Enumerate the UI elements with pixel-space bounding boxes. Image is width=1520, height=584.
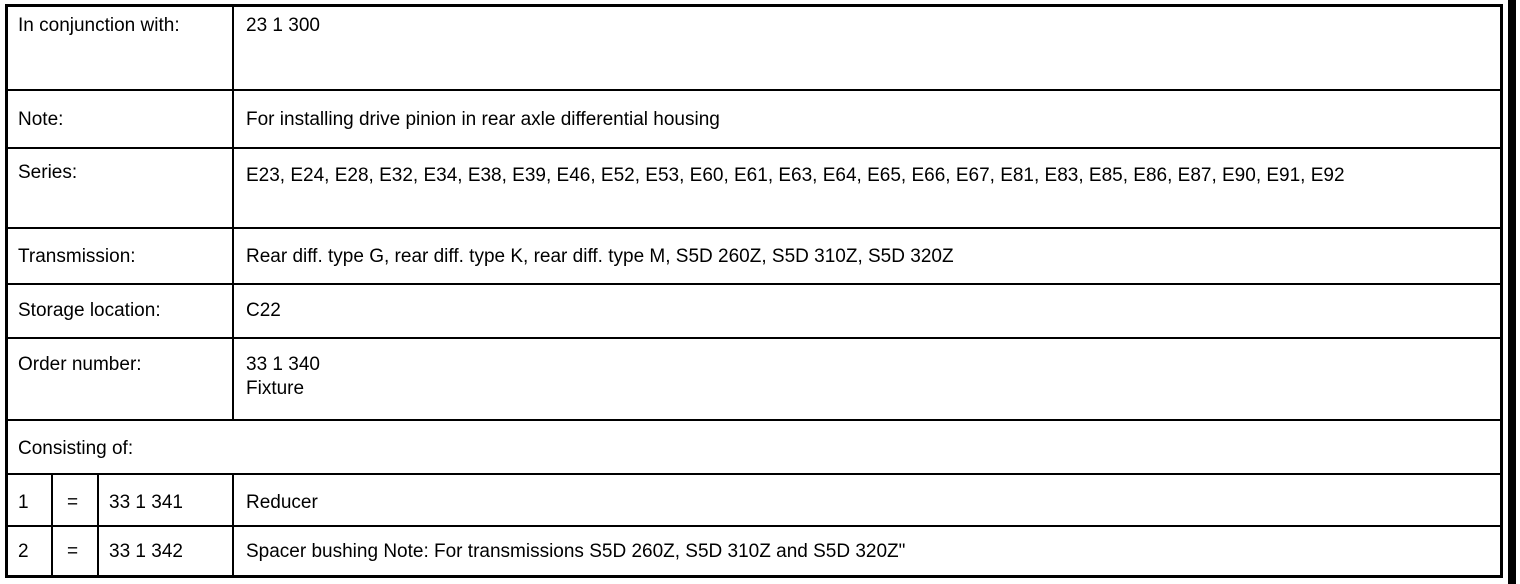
label: Storage location: (8, 285, 234, 337)
label: Note: (8, 91, 234, 147)
page-edge-bar (1508, 0, 1516, 584)
part-equals: = (53, 475, 99, 525)
row-storage-location: Storage location: C22 (8, 285, 1500, 339)
part-description: Spacer bushing Note: For transmissions S… (246, 541, 906, 562)
label: Order number: (8, 339, 234, 419)
part-row: 1 = 33 1 341 Reducer (8, 475, 1500, 527)
value: Rear diff. type G, rear diff. type K, re… (246, 246, 954, 267)
order-description: Fixture (246, 378, 305, 399)
row-series: Series: E23, E24, E28, E32, E34, E38, E3… (8, 149, 1500, 229)
order-number: 33 1 340 (246, 354, 320, 375)
label: Transmission: (8, 229, 234, 283)
row-in-conjunction: In conjunction with: 23 1 300 (8, 7, 1500, 91)
row-order-number: Order number: 33 1 340 Fixture (8, 339, 1500, 421)
value: For installing drive pinion in rear axle… (246, 109, 720, 130)
part-description: Reducer (246, 492, 318, 513)
part-row: 2 = 33 1 342 Spacer bushing Note: For tr… (8, 527, 1500, 575)
label: In conjunction with: (8, 7, 234, 89)
part-index: 2 (8, 527, 53, 575)
label: Series: (8, 149, 234, 227)
row-transmission: Transmission: Rear diff. type G, rear di… (8, 229, 1500, 285)
value: 33 1 340 Fixture (234, 339, 1500, 419)
special-tool-table: In conjunction with: 23 1 300 Note: For … (5, 4, 1503, 578)
part-equals: = (53, 527, 99, 575)
value: 23 1 300 (246, 15, 320, 36)
value: C22 (246, 300, 281, 321)
row-consisting-of: Consisting of: (8, 421, 1500, 475)
value: E23, E24, E28, E32, E34, E38, E39, E46, … (246, 165, 1345, 186)
row-note: Note: For installing drive pinion in rea… (8, 91, 1500, 149)
consisting-label: Consisting of: (18, 438, 134, 459)
part-number: 33 1 342 (99, 527, 234, 575)
part-number: 33 1 341 (99, 475, 234, 525)
part-index: 1 (8, 475, 53, 525)
